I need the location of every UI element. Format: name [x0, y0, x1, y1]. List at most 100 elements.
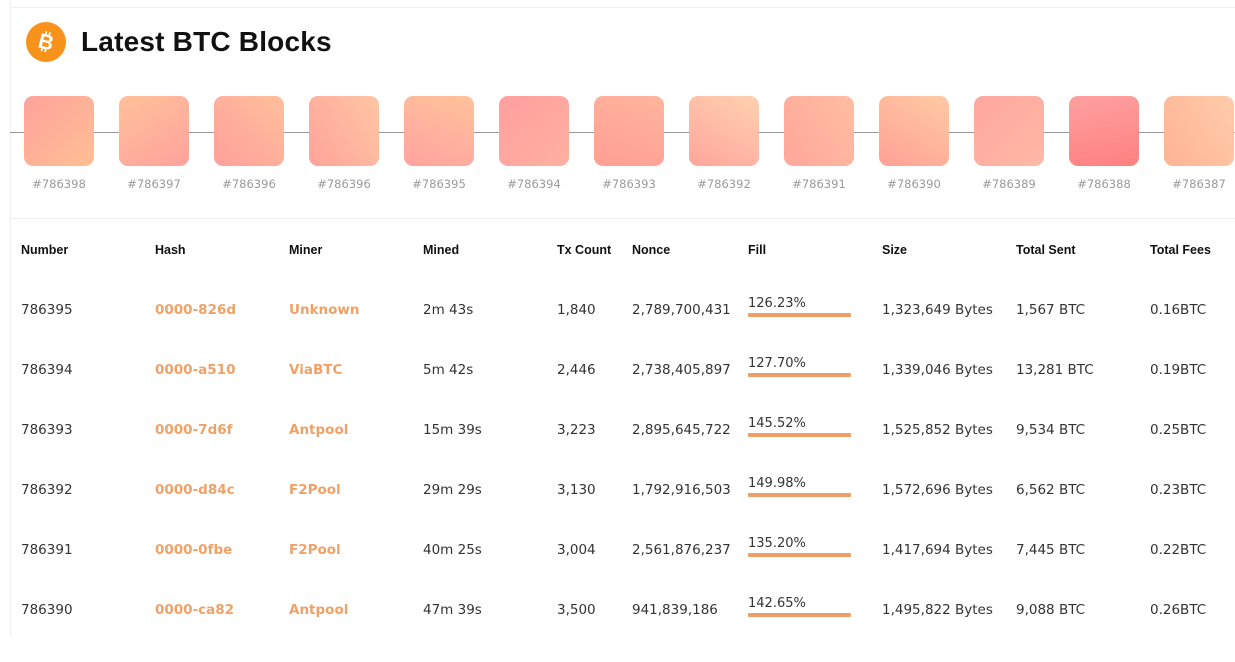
nonce: 2,895,645,722 — [632, 422, 731, 438]
block-number-label: #786387 — [1172, 177, 1226, 191]
nonce: 941,839,186 — [632, 602, 718, 618]
col-total-sent-header: Total Sent — [1016, 243, 1076, 257]
page-title: Latest BTC Blocks — [81, 26, 332, 57]
block-card[interactable]: #786391 — [784, 96, 854, 191]
total-fees: 0.22BTC — [1150, 542, 1207, 558]
miner-link[interactable]: ViaBTC — [289, 362, 343, 378]
block-square[interactable] — [214, 96, 284, 166]
miner-link[interactable]: F2Pool — [289, 542, 341, 558]
block-card[interactable]: #786395 — [404, 96, 474, 191]
block-card[interactable]: #786396 — [214, 96, 284, 191]
block-card[interactable]: #786389 — [974, 96, 1044, 191]
total-fees: 0.23BTC — [1150, 482, 1207, 498]
block-card[interactable]: #786396 — [309, 96, 379, 191]
block-square[interactable] — [499, 96, 569, 166]
block-number-label: #786388 — [1077, 177, 1131, 191]
mined-time: 40m 25s — [423, 542, 482, 558]
block-card[interactable]: #786397 — [119, 96, 189, 191]
total-fees: 0.26BTC — [1150, 602, 1207, 618]
block-square[interactable] — [404, 96, 474, 166]
block-square[interactable] — [119, 96, 189, 166]
block-hash-link[interactable]: 0000-ca82 — [155, 602, 235, 618]
block-hash-link[interactable]: 0000-826d — [155, 302, 237, 318]
table-row: 786394 0000-a510 ViaBTC 5m 42s 2,446 2,738,40… — [0, 356, 1235, 422]
block-card[interactable]: #786388 — [1069, 96, 1139, 191]
fill-bar — [748, 373, 851, 377]
miner-link[interactable]: F2Pool — [289, 482, 341, 498]
mined-time: 29m 29s — [423, 482, 482, 498]
block-card[interactable]: #786394 — [499, 96, 569, 191]
fill-bar — [748, 613, 851, 617]
fill-indicator: 149.98% — [748, 476, 852, 497]
tx-count: 3,500 — [557, 602, 596, 618]
total-sent: 6,562 BTC — [1016, 482, 1086, 498]
fill-indicator: 135.20% — [748, 536, 852, 557]
block-hash-link[interactable]: 0000-7d6f — [155, 422, 233, 438]
block-card[interactable]: #786398 — [24, 96, 94, 191]
svg-text:B: B — [36, 30, 56, 54]
fill-percent: 145.52% — [748, 416, 806, 431]
page-frame-top — [10, 7, 1235, 8]
block-square[interactable] — [309, 96, 379, 166]
mined-time: 2m 43s — [423, 302, 474, 318]
total-sent: 9,534 BTC — [1016, 422, 1086, 438]
miner-link[interactable]: Unknown — [289, 302, 360, 318]
block-number-label: #786395 — [412, 177, 466, 191]
col-hash-header: Hash — [155, 243, 186, 257]
mined-time: 5m 42s — [423, 362, 474, 378]
page-header: B Latest BTC Blocks — [26, 22, 332, 62]
fill-percent: 127.70% — [748, 356, 806, 371]
block-square[interactable] — [594, 96, 664, 166]
block-hash-link[interactable]: 0000-a510 — [155, 362, 236, 378]
block-card[interactable]: #786390 — [879, 96, 949, 191]
block-number-label: #786392 — [697, 177, 751, 191]
block-card[interactable]: #786392 — [689, 96, 759, 191]
nonce: 1,792,916,503 — [632, 482, 731, 498]
block-hash-link[interactable]: 0000-0fbe — [155, 542, 233, 558]
fill-indicator: 126.23% — [748, 296, 852, 317]
fill-bar — [748, 553, 851, 557]
block-number: 786394 — [21, 362, 73, 378]
fill-indicator: 145.52% — [748, 416, 852, 437]
tx-count: 3,130 — [557, 482, 596, 498]
block-square[interactable] — [1069, 96, 1139, 166]
col-nonce-header: Nonce — [632, 243, 671, 257]
col-miner-header: Miner — [289, 243, 323, 257]
block-size: 1,572,696 Bytes — [882, 482, 993, 498]
fill-percent: 135.20% — [748, 536, 806, 551]
total-sent: 9,088 BTC — [1016, 602, 1086, 618]
block-number-label: #786391 — [792, 177, 846, 191]
block-square[interactable] — [879, 96, 949, 166]
block-number-label: #786396 — [222, 177, 276, 191]
miner-link[interactable]: Antpool — [289, 602, 349, 618]
block-card[interactable]: #786387 — [1164, 96, 1234, 191]
block-card[interactable]: #786393 — [594, 96, 664, 191]
col-number-header: Number — [21, 243, 69, 257]
table-row: 786393 0000-7d6f Antpool 15m 39s 3,223 2,895,… — [0, 416, 1235, 482]
block-number-label: #786398 — [32, 177, 86, 191]
col-mined-header: Mined — [423, 243, 460, 257]
tx-count: 3,004 — [557, 542, 596, 558]
nonce: 2,561,876,237 — [632, 542, 731, 558]
fill-percent: 126.23% — [748, 296, 806, 311]
fill-percent: 149.98% — [748, 476, 806, 491]
block-number: 786393 — [21, 422, 73, 438]
block-number: 786391 — [21, 542, 73, 558]
bitcoin-icon: B — [26, 22, 66, 62]
block-size: 1,417,694 Bytes — [882, 542, 993, 558]
nonce: 2,789,700,431 — [632, 302, 731, 318]
block-square[interactable] — [24, 96, 94, 166]
tx-count: 3,223 — [557, 422, 596, 438]
miner-link[interactable]: Antpool — [289, 422, 349, 438]
section-divider — [10, 218, 1235, 219]
table-row: 786392 0000-d84c F2Pool 29m 29s 3,130 1,792,9… — [0, 476, 1235, 542]
col-tx-count-header: Tx Count — [557, 243, 612, 257]
block-square[interactable] — [974, 96, 1044, 166]
page-frame-left — [10, 0, 11, 636]
block-hash-link[interactable]: 0000-d84c — [155, 482, 235, 498]
block-number-label: #786397 — [127, 177, 181, 191]
block-square[interactable] — [784, 96, 854, 166]
block-square[interactable] — [1164, 96, 1234, 166]
fill-percent: 142.65% — [748, 596, 806, 611]
block-square[interactable] — [689, 96, 759, 166]
